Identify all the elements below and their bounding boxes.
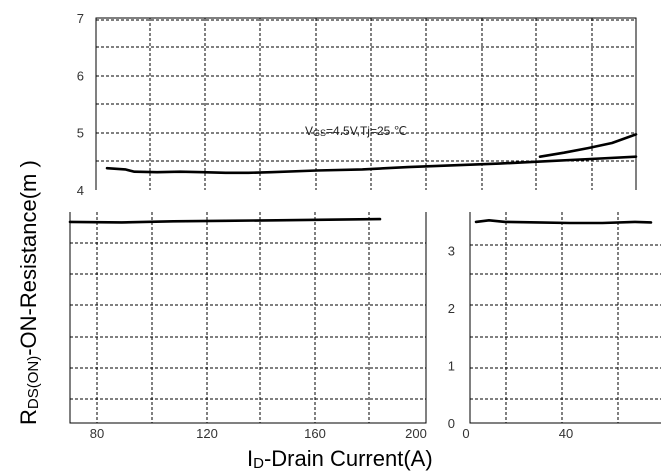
annotation-part: =4.5V,Tj=25 ℃ bbox=[326, 124, 407, 138]
x-tick-label: 0 bbox=[462, 426, 469, 441]
series-line bbox=[68, 217, 382, 224]
x-tick-label: 200 bbox=[405, 426, 427, 441]
y-label-subscript: DS(ON) bbox=[25, 356, 42, 409]
y-tick-label: 3 bbox=[448, 244, 455, 259]
torn-strip bbox=[60, 190, 661, 212]
annotation-subscript: GS bbox=[313, 128, 326, 138]
y-label-part: -ON-Resistance(m ) bbox=[16, 160, 41, 356]
y-tick-label: 7 bbox=[77, 11, 84, 26]
x-tick-label: 80 bbox=[90, 426, 104, 441]
y-label-part: R bbox=[16, 409, 41, 425]
condition-annotation: VGS=4.5V,Tj=25 ℃ bbox=[305, 124, 407, 138]
series-line bbox=[105, 155, 638, 175]
y-axis-label: RDS(ON)-ON-Resistance(m ) bbox=[16, 160, 42, 425]
y-tick-label: 4 bbox=[77, 183, 84, 198]
x-label-part: I bbox=[247, 446, 253, 471]
panel-frame bbox=[469, 212, 661, 424]
y-tick-label: 0 bbox=[448, 416, 455, 431]
panel-frame bbox=[95, 17, 637, 190]
x-axis-label: ID-Drain Current(A) bbox=[247, 446, 433, 472]
x-tick-label: 120 bbox=[196, 426, 218, 441]
series-line bbox=[474, 219, 653, 225]
y-tick-label: 1 bbox=[448, 359, 455, 374]
y-tick-label: 5 bbox=[77, 126, 84, 141]
y-tick-label: 6 bbox=[77, 68, 84, 83]
x-tick-label: 160 bbox=[304, 426, 326, 441]
panel-frame bbox=[69, 212, 427, 424]
annotation-part: V bbox=[305, 124, 313, 138]
x-label-part: -Drain Current(A) bbox=[264, 446, 433, 471]
x-label-subscript: D bbox=[253, 455, 264, 472]
x-tick-label: 40 bbox=[559, 426, 573, 441]
series-line bbox=[538, 133, 638, 158]
y-tick-label: 2 bbox=[448, 301, 455, 316]
plot-layer: 4 5 6 7 80 120 160 200 0 1 2 3 0 40 bbox=[68, 11, 661, 441]
